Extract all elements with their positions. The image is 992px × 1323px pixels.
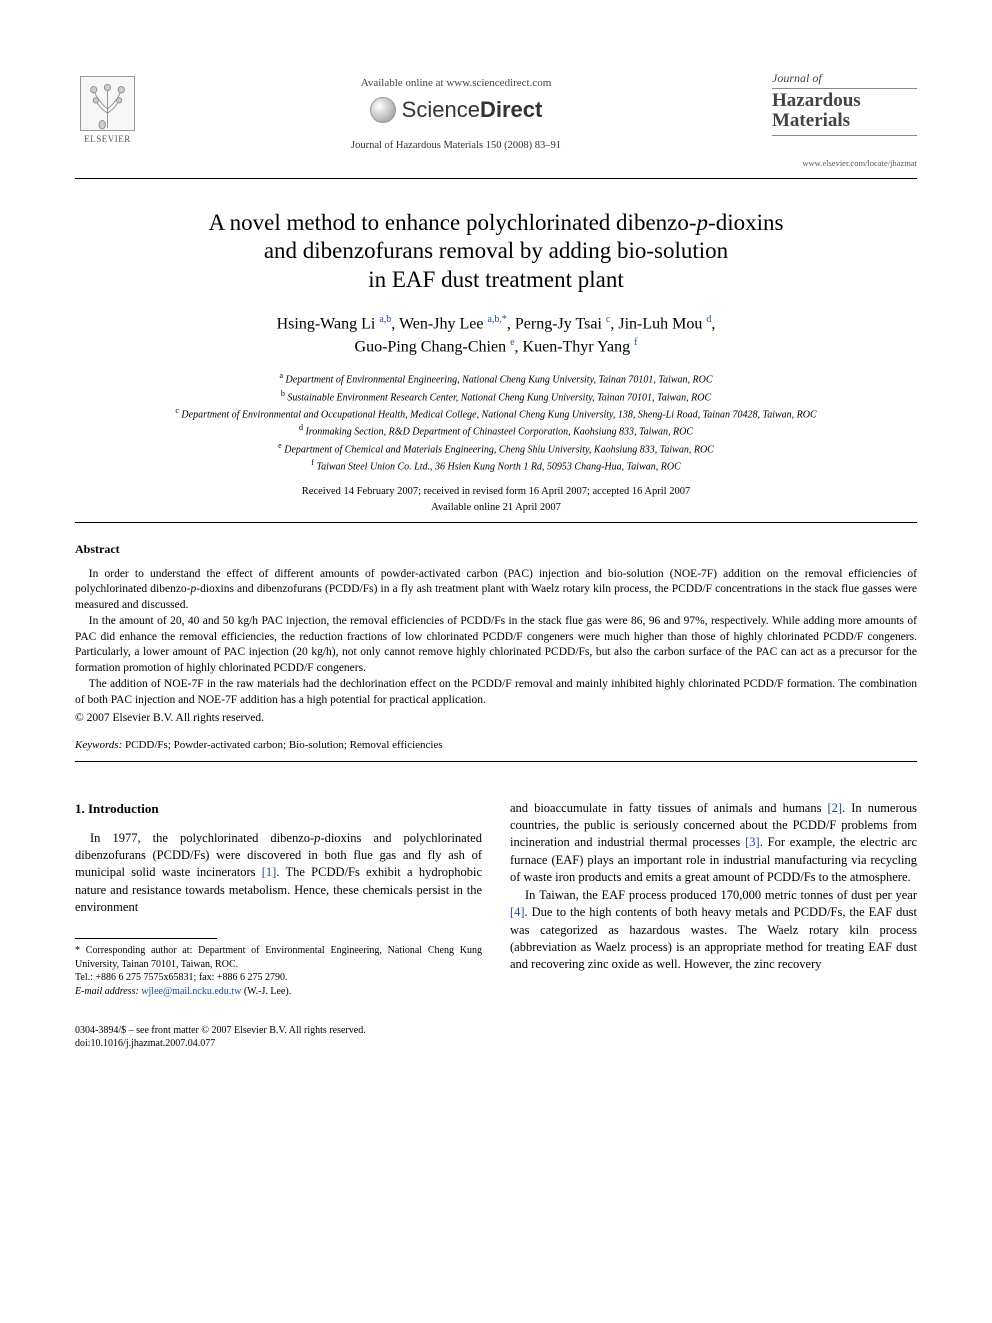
title-part-2: and dibenzofurans removal by adding bio-… [264,238,728,263]
header-rule [75,178,917,179]
affiliation-e: Department of Chemical and Materials Eng… [284,444,714,455]
author-6-aff: f [634,337,637,348]
footnote-email[interactable]: wjlee@mail.ncku.edu.tw [141,986,241,997]
journal-logo-word-1: Hazardous [772,90,861,111]
journal-logo-word-2: Materials [772,110,850,131]
affiliation-f: Taiwan Steel Union Co. Ltd., 36 Hsien Ku… [316,461,680,472]
dates-online: Available online 21 April 2007 [431,502,561,513]
abstract-para-2: In the amount of 20, 40 and 50 kg/h PAC … [75,614,917,676]
post-keywords-rule [75,761,917,762]
dates-received: Received 14 February 2007; received in r… [302,486,690,497]
abstract-heading: Abstract [75,541,917,557]
affiliation-c: Department of Environmental and Occupati… [181,409,816,420]
intro-para-2: and bioaccumulate in fatty tissues of an… [510,800,917,886]
copyright: © 2007 Elsevier B.V. All rights reserved… [75,711,917,727]
author-4: , Jin-Luh Mou [610,315,706,332]
body-columns: 1. Introduction In 1977, the polychlorin… [75,772,917,998]
affiliations: a Department of Environmental Engineerin… [75,370,917,474]
right-column: and bioaccumulate in fatty tissues of an… [510,772,917,998]
article-dates: Received 14 February 2007; received in r… [75,484,917,516]
affiliation-a: Department of Environmental Engineering,… [286,375,713,386]
section-1-heading: 1. Introduction [75,800,482,818]
journal-logo-main: Hazardous Materials [772,91,917,136]
corresponding-author-footnote: * Corresponding author at: Department of… [75,944,482,998]
journal-url: www.elsevier.com/locate/jhazmat [772,158,917,169]
elsevier-tree-icon [80,76,135,131]
bottom-meta: 0304-3894/$ – see front matter © 2007 El… [75,1024,917,1050]
affiliation-d: Ironmaking Section, R&D Department of Ch… [305,427,693,438]
author-1: Hsing-Wang Li [277,315,380,332]
sciencedirect-text: ScienceDirect [402,95,543,125]
journal-logo-block: Journal of Hazardous Materials www.elsev… [772,70,917,170]
footnote-email-who: (W.-J. Lee). [241,986,291,997]
title-part-1: A novel method to enhance polychlorinate… [209,210,697,235]
keywords-text: PCDD/Fs; Powder-activated carbon; Bio-so… [122,739,442,751]
abstract-para-1: In order to understand the effect of dif… [75,567,917,614]
abstract-body: In order to understand the effect of dif… [75,567,917,726]
affiliation-b: Sustainable Environment Research Center,… [287,392,711,403]
keywords: Keywords: PCDD/Fs; Powder-activated carb… [75,738,917,753]
journal-reference: Journal of Hazardous Materials 150 (2008… [140,139,772,153]
ref-link-2[interactable]: [2] [828,801,843,815]
title-ital: p [697,210,709,235]
available-online-text: Available online at www.sciencedirect.co… [140,76,772,91]
author-3: , Perng-Jy Tsai [507,315,606,332]
keywords-label: Keywords: [75,739,122,751]
footnote-tel: Tel.: +886 6 275 7575x65831; fax: +886 6… [75,971,482,985]
ref-link-1[interactable]: [1] [262,865,277,879]
ref-link-3[interactable]: [3] [745,835,760,849]
left-column: 1. Introduction In 1977, the polychlorin… [75,772,482,998]
intro-para-3: In Taiwan, the EAF process produced 170,… [510,887,917,973]
title-part-3: in EAF dust treatment plant [368,267,624,292]
sciencedirect-logo: ScienceDirect [370,95,543,125]
journal-logo-top: Journal of [772,70,917,89]
footnote-email-label: E-mail address: [75,986,139,997]
sciencedirect-ball-icon [370,97,396,123]
elsevier-logo: ELSEVIER [75,70,140,145]
footnote-email-line: E-mail address: wjlee@mail.ncku.edu.tw (… [75,985,482,999]
author-1-aff: a,b [379,314,391,325]
ref-link-4[interactable]: [4] [510,905,525,919]
pre-abstract-rule [75,522,917,523]
front-matter-line: 0304-3894/$ – see front matter © 2007 El… [75,1024,917,1037]
journal-header: ELSEVIER Available online at www.science… [75,70,917,170]
elsevier-label: ELSEVIER [84,133,131,145]
title-part-1b: -dioxins [708,210,783,235]
intro-para-1: In 1977, the polychlorinated dibenzo-p-d… [75,830,482,916]
author-6: , Kuen-Thyr Yang [515,338,635,355]
article-title: A novel method to enhance polychlorinate… [105,209,887,295]
author-2: , Wen-Jhy Lee [391,315,487,332]
authors: Hsing-Wang Li a,b, Wen-Jhy Lee a,b,*, Pe… [75,313,917,358]
author-2-aff: a,b,* [487,314,506,325]
author-5: Guo-Ping Chang-Chien [355,338,511,355]
center-header: Available online at www.sciencedirect.co… [140,70,772,153]
footnote-rule [75,938,217,939]
footnote-address: * Corresponding author at: Department of… [75,944,482,971]
doi-line: doi:10.1016/j.jhazmat.2007.04.077 [75,1037,917,1050]
author-comma: , [711,315,715,332]
abstract-para-3: The addition of NOE-7F in the raw materi… [75,677,917,708]
